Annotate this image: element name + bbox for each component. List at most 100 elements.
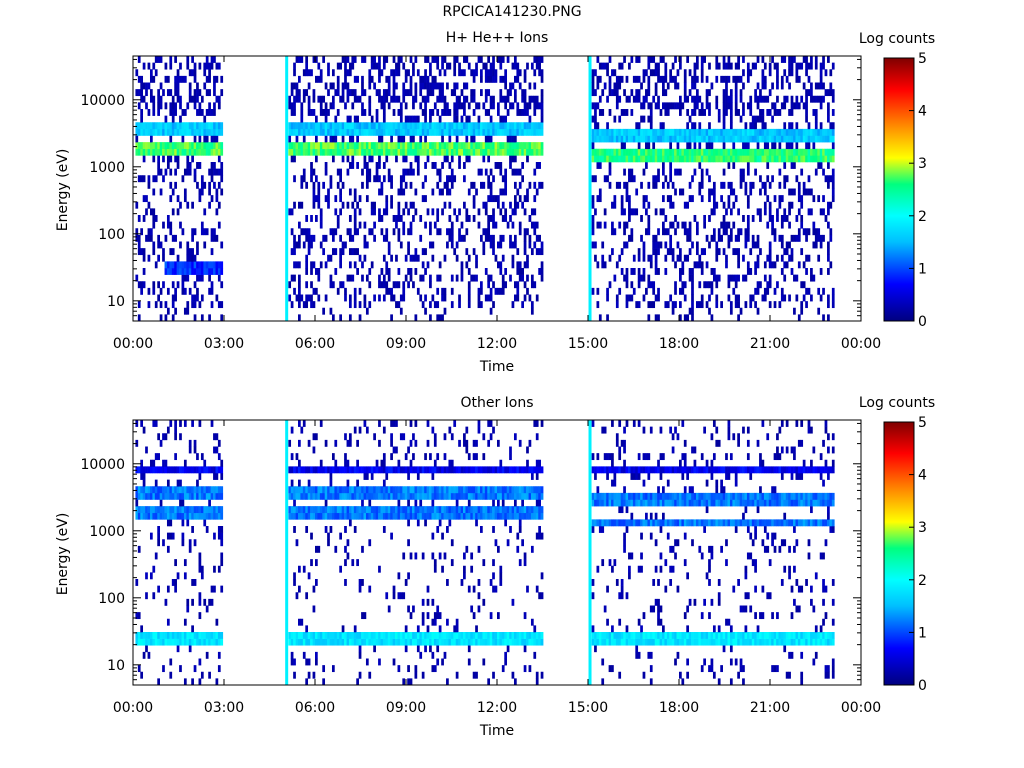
heatmap-cell [795, 142, 799, 150]
heatmap-cell [305, 281, 309, 289]
heatmap-cell [688, 195, 692, 203]
heatmap-cell [630, 148, 634, 156]
heatmap-cell [402, 168, 406, 176]
heatmap-cell [353, 261, 357, 269]
heatmap-cell [310, 632, 313, 639]
heatmap-cell [746, 168, 750, 176]
heatmap-cell [630, 89, 634, 97]
heatmap-cell [171, 579, 175, 586]
heatmap-cell [827, 89, 830, 97]
heatmap-cell [196, 453, 199, 461]
heatmap-cell [312, 585, 316, 593]
heatmap-cell [324, 195, 328, 203]
heatmap-cell [220, 281, 224, 289]
heatmap-cell [431, 552, 435, 560]
heatmap-cell [166, 632, 170, 639]
heatmap-cell [487, 155, 491, 163]
heatmap-cell [477, 287, 481, 295]
heatmap-cell [788, 135, 791, 143]
heatmap-cell [746, 135, 750, 143]
heatmap-cell [169, 268, 173, 275]
heatmap-cell [424, 95, 427, 103]
heatmap-cell [416, 638, 420, 646]
heatmap-cell [739, 307, 743, 315]
heatmap-cell [390, 466, 393, 474]
heatmap-cell [676, 142, 680, 150]
heatmap-cell [205, 651, 209, 659]
heatmap-cell [487, 215, 491, 222]
heatmap-cell [307, 69, 311, 77]
heatmap-cell [181, 75, 185, 83]
heatmap-cell [763, 201, 767, 209]
heatmap-cell [448, 512, 452, 520]
heatmap-cell [749, 69, 753, 77]
heatmap-cell [645, 95, 648, 103]
heatmap-cell [186, 307, 190, 315]
heatmap-cell [298, 221, 301, 229]
heatmap-cell [331, 95, 335, 103]
heatmap-cell [708, 241, 711, 249]
heatmap-cell [761, 294, 765, 302]
heatmap-cell [159, 168, 163, 176]
heatmap-cell [647, 56, 651, 63]
heatmap-cell [295, 638, 299, 646]
heatmap-cell [217, 122, 221, 130]
heatmap-cell [773, 228, 777, 236]
heatmap-cell [742, 274, 745, 282]
heatmap-cell [193, 294, 197, 302]
heatmap-cell [164, 148, 168, 156]
heatmap-cell [208, 598, 211, 606]
heatmap-cell [511, 102, 515, 110]
heatmap-cell [370, 632, 374, 639]
heatmap-cell [315, 512, 318, 520]
heatmap-cell [152, 128, 156, 136]
heatmap-cell [441, 208, 444, 216]
heatmap-cell [382, 128, 386, 136]
heatmap-cell [298, 492, 301, 500]
heatmap-cell [829, 261, 833, 269]
heatmap-cell [688, 155, 692, 163]
heatmap-cell [708, 188, 711, 196]
heatmap-cell [344, 62, 347, 70]
heatmap-cell [397, 56, 401, 63]
heatmap-cell [509, 89, 512, 97]
heatmap-cell [137, 506, 141, 514]
heatmap-cell [339, 248, 342, 256]
heatmap-cell [761, 115, 765, 123]
heatmap-cell [140, 287, 144, 295]
heatmap-cell [487, 148, 491, 156]
heatmap-cell [455, 82, 459, 90]
heatmap-cell [623, 142, 626, 150]
heatmap-cell [482, 228, 486, 236]
heatmap-cell [465, 486, 469, 494]
heatmap-cell [409, 75, 413, 83]
heatmap-cell [166, 618, 170, 626]
heatmap-cell [526, 195, 529, 203]
heatmap-cell [310, 215, 313, 222]
heatmap-cell [450, 539, 454, 547]
heatmap-cell [647, 215, 651, 222]
heatmap-cell [683, 69, 687, 77]
heatmap-cell [213, 162, 216, 169]
heatmap-cell [499, 188, 503, 196]
heatmap-cell [179, 148, 182, 156]
heatmap-cell [465, 638, 469, 646]
heatmap-cell [429, 69, 432, 77]
heatmap-cell [715, 254, 719, 262]
heatmap-cell [205, 148, 209, 156]
heatmap-cell [162, 254, 165, 262]
heatmap-cell [686, 234, 690, 242]
heatmap-cell [399, 592, 403, 600]
heatmap-cell [783, 162, 787, 169]
heatmap-cell [336, 632, 340, 639]
heatmap-cell [147, 148, 151, 156]
heatmap-cell [208, 142, 211, 150]
heatmap-cell [305, 148, 309, 156]
heatmap-cell [611, 248, 614, 256]
heatmap-cell [761, 128, 765, 136]
heatmap-cell [814, 228, 818, 236]
heatmap-cell [455, 618, 459, 626]
heatmap-cell [642, 102, 646, 110]
heatmap-cell [715, 301, 719, 309]
heatmap-cell [312, 188, 316, 196]
